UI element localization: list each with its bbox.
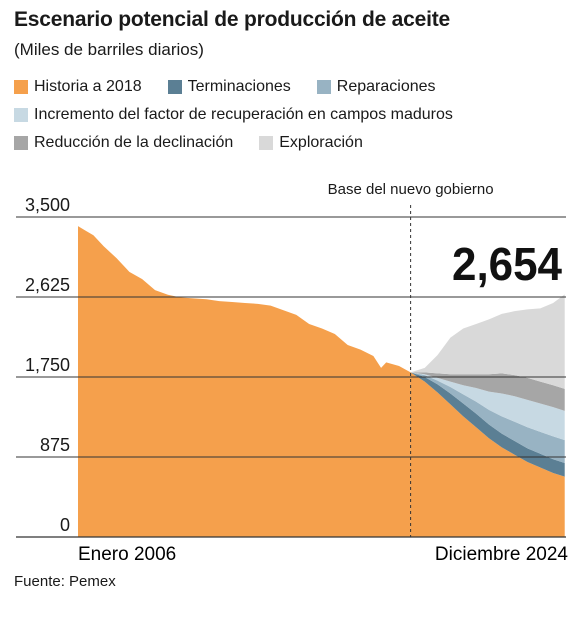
y-tick-label: 1,750 bbox=[25, 355, 70, 375]
chart-title: Escenario potencial de producción de ace… bbox=[14, 8, 451, 31]
highlight-value: 2,654 bbox=[452, 238, 562, 290]
x-label-start: Enero 2006 bbox=[78, 544, 176, 565]
legend-label: Reparaciones bbox=[336, 78, 436, 95]
base-gobierno-label: Base del nuevo gobierno bbox=[328, 181, 494, 198]
legend-label: Incremento del factor de recuperación en… bbox=[34, 106, 453, 123]
chart-subtitle: (Miles de barriles diarios) bbox=[14, 40, 204, 59]
area-exploracion bbox=[410, 294, 565, 389]
legend-item-terminaciones: Terminaciones bbox=[167, 78, 291, 96]
area-reduccion-declinacion bbox=[410, 372, 565, 411]
legend-row: Reducción de la declinación Exploración bbox=[14, 132, 389, 154]
legend-item-historia: Historia a 2018 bbox=[14, 78, 142, 96]
legend-swatch bbox=[14, 136, 28, 150]
legend-label: Terminaciones bbox=[187, 78, 291, 95]
area-terminaciones bbox=[410, 372, 565, 477]
legend-label: Exploración bbox=[279, 134, 363, 151]
legend-swatch bbox=[14, 80, 28, 94]
legend-row: Historia a 2018 Terminaciones Reparacion… bbox=[14, 76, 462, 98]
legend-label: Historia a 2018 bbox=[34, 78, 142, 95]
x-label-end: Diciembre 2024 bbox=[435, 544, 568, 565]
y-tick-label: 875 bbox=[40, 435, 70, 455]
area-historia bbox=[78, 226, 411, 537]
legend-item-reduccion-declinacion: Reducción de la declinación bbox=[14, 134, 233, 152]
legend-row: Incremento del factor de recuperación en… bbox=[14, 104, 479, 126]
y-tick-label: 3,500 bbox=[25, 195, 70, 215]
y-tick-label: 2,625 bbox=[25, 275, 70, 295]
source-note: Fuente: Pemex bbox=[14, 573, 116, 590]
chart-gridlines bbox=[16, 216, 566, 538]
legend-item-reparaciones: Reparaciones bbox=[316, 78, 436, 96]
y-tick-label: 0 bbox=[60, 515, 70, 535]
chart-plot: Base del nuevo gobierno 0 875 1,750 2,625 3,… bbox=[16, 181, 568, 565]
chart-areas bbox=[78, 226, 565, 537]
legend-swatch bbox=[259, 136, 274, 150]
area-forecast-base bbox=[410, 372, 565, 537]
legend-item-factor-recuperacion: Incremento del factor de recuperación en… bbox=[14, 106, 453, 124]
legend-swatch bbox=[167, 80, 182, 94]
legend-swatch bbox=[14, 108, 28, 122]
area-reparaciones bbox=[410, 372, 565, 463]
legend-swatch bbox=[316, 80, 331, 94]
area-factor-recuperacion bbox=[410, 372, 565, 441]
y-tick-labels: 0 875 1,750 2,625 3,500 bbox=[25, 195, 70, 535]
legend-label: Reducción de la declinación bbox=[34, 134, 234, 151]
legend-item-exploracion: Exploración bbox=[259, 134, 363, 152]
